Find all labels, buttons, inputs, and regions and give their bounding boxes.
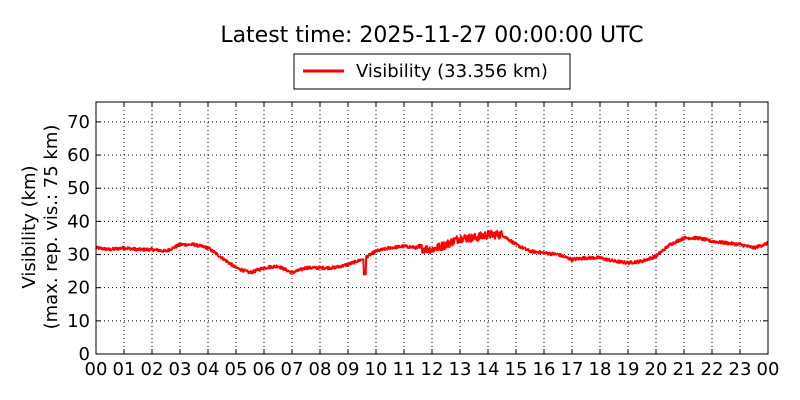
y-tick-label: 0 xyxy=(79,344,90,365)
tick-labels: 00 01 02 03 04 05 06 07 08 09 10 11 12 13 14 15 16 17 18 19… xyxy=(67,112,779,380)
x-tick-label: 05 xyxy=(225,359,248,380)
x-tick-label: 03 xyxy=(169,359,192,380)
y-tick-label: 30 xyxy=(67,245,90,266)
y-tick-label: 40 xyxy=(67,211,90,232)
x-tick-label: 02 xyxy=(141,359,164,380)
x-tick-label: 20 xyxy=(645,359,668,380)
x-tick-label: 12 xyxy=(421,359,444,380)
y-tick-label: 60 xyxy=(67,145,90,166)
chart-title: Latest time: 2025-11-27 00:00:00 UTC xyxy=(220,23,643,48)
x-tick-label: 00 xyxy=(85,359,108,380)
y-axis-label: Visibility (km) (max. rep. vis.: 75 km) xyxy=(19,125,62,330)
y-axis-label-line-1: Visibility (km) xyxy=(19,165,40,288)
legend-label: Visibility (33.356 km) xyxy=(356,61,548,82)
y-tick-label: 70 xyxy=(67,112,90,133)
x-tick-label: 13 xyxy=(449,359,472,380)
x-tick-label: 09 xyxy=(337,359,360,380)
x-tick-label: 16 xyxy=(533,359,556,380)
x-tick-label: 06 xyxy=(253,359,276,380)
y-tick-label: 10 xyxy=(67,311,90,332)
x-tick-label: 21 xyxy=(673,359,696,380)
series xyxy=(95,229,769,276)
x-tick-label: 07 xyxy=(281,359,304,380)
x-tick-label: 14 xyxy=(477,359,500,380)
x-tick-label: 18 xyxy=(589,359,612,380)
grid xyxy=(96,102,768,354)
y-tick-label: 50 xyxy=(67,178,90,199)
x-tick-label: 10 xyxy=(365,359,388,380)
x-tick-label: 22 xyxy=(701,359,724,380)
y-tick-label: 20 xyxy=(67,278,90,299)
x-tick-label: 04 xyxy=(197,359,220,380)
x-tick-label: 11 xyxy=(393,359,416,380)
ticks xyxy=(95,102,769,355)
x-tick-label: 15 xyxy=(505,359,528,380)
x-tick-label: 19 xyxy=(617,359,640,380)
x-tick-label: 01 xyxy=(113,359,136,380)
y-axis-label-line-2: (max. rep. vis.: 75 km) xyxy=(41,125,62,330)
x-tick-label: 00 xyxy=(757,359,780,380)
x-tick-label: 23 xyxy=(729,359,752,380)
x-tick-label: 08 xyxy=(309,359,332,380)
x-tick-label: 17 xyxy=(561,359,584,380)
plot-frame xyxy=(95,101,769,355)
series-line-visibility xyxy=(95,229,769,276)
legend: Visibility (33.356 km) xyxy=(293,53,571,90)
